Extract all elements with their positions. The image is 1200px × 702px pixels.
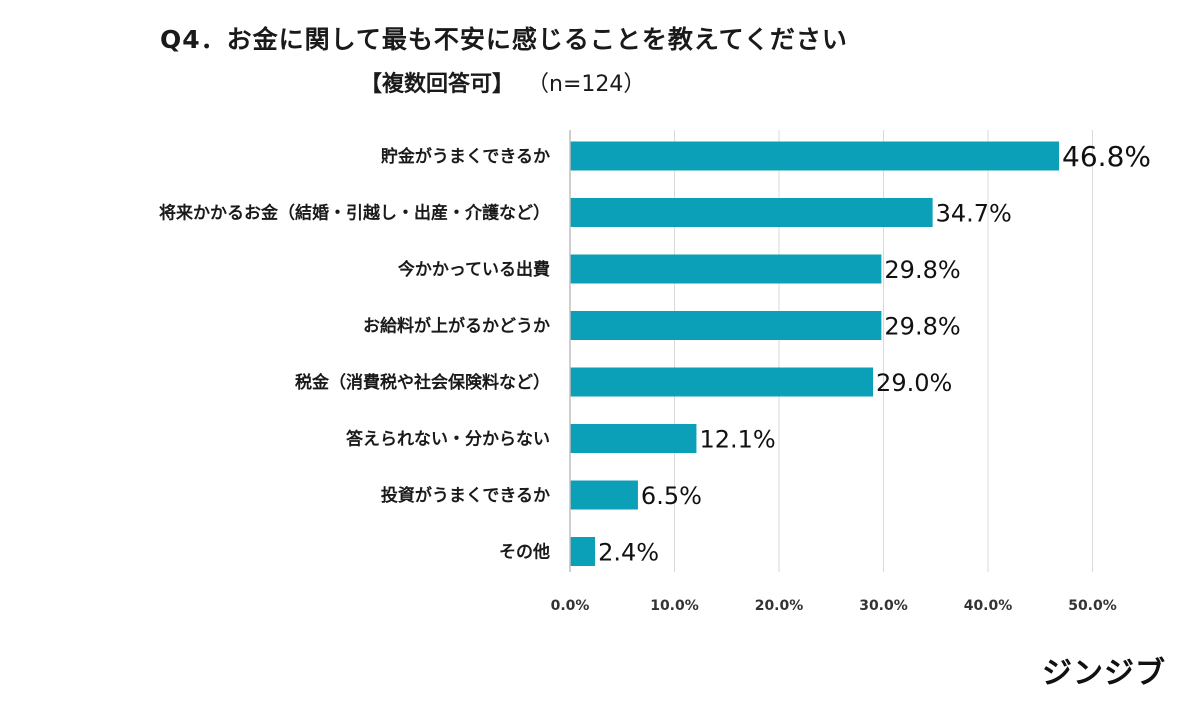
- bar: [570, 254, 882, 284]
- category-label: 貯金がうまくできるか: [381, 146, 550, 167]
- x-tick-label: 10.0%: [650, 598, 699, 614]
- value-label: 29.8%: [884, 256, 960, 284]
- bar: [570, 480, 638, 510]
- x-tick-label: 30.0%: [859, 598, 908, 614]
- value-label: 29.8%: [884, 313, 960, 341]
- category-label: 答えられない・分からない: [346, 429, 550, 450]
- bar: [570, 537, 596, 566]
- category-label: 税金（消費税や社会保険料など）: [295, 372, 550, 393]
- value-label: 29.0%: [876, 369, 952, 397]
- subtitle-note: 【複数回答可】: [360, 72, 515, 97]
- bar: [570, 198, 933, 227]
- x-tick-label: 40.0%: [964, 598, 1013, 614]
- chart-subtitle: 【複数回答可】 （n=124）: [360, 66, 645, 98]
- value-label: 12.1%: [699, 426, 775, 454]
- bar: [570, 424, 697, 453]
- chart-title: Q4．お金に関して最も不安に感じることを教えてください: [160, 25, 848, 54]
- category-label: 今かかっている出費: [398, 259, 550, 280]
- bar: [570, 367, 874, 397]
- category-label: お給料が上がるかどうか: [363, 316, 550, 337]
- category-label: その他: [499, 542, 550, 563]
- sample-size: （n=124）: [538, 72, 646, 97]
- bar: [570, 311, 882, 340]
- value-label: 34.7%: [936, 200, 1012, 228]
- brand-logo: ジンジブ: [1042, 656, 1166, 691]
- value-label: 2.4%: [598, 539, 659, 567]
- value-label: 46.8%: [1062, 140, 1151, 173]
- category-label: 投資がうまくできるか: [381, 485, 550, 506]
- x-tick-label: 50.0%: [1068, 598, 1117, 614]
- bar: [570, 141, 1060, 171]
- value-label: 6.5%: [641, 482, 702, 510]
- category-label: 将来かかるお金（結婚・引越し・出産・介護など）: [159, 203, 550, 224]
- x-tick-label: 0.0%: [551, 598, 590, 614]
- x-tick-label: 20.0%: [755, 598, 804, 614]
